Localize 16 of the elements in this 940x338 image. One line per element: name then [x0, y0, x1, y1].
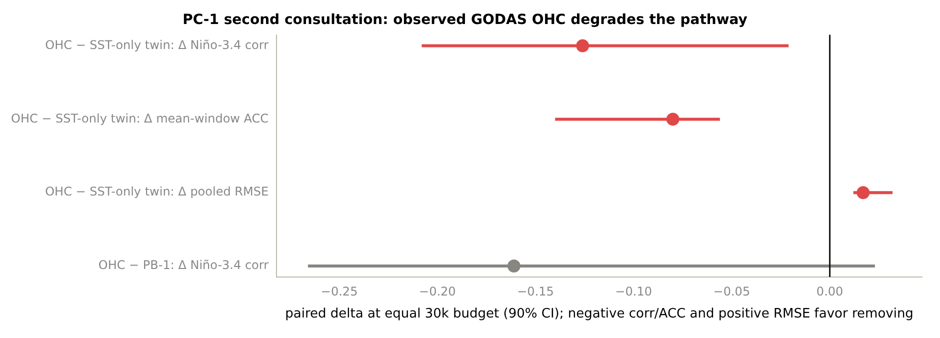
x-tick-label: −0.20 — [419, 284, 456, 298]
y-tick-label: OHC − PB-1: Δ Niño-3.4 corr — [98, 258, 269, 272]
x-tick-label: −0.05 — [713, 284, 750, 298]
x-tick-label: −0.15 — [517, 284, 554, 298]
point — [507, 259, 520, 272]
point — [666, 112, 680, 126]
chart-title: PC-1 second consultation: observed GODAS OHC degrades the pathway — [182, 12, 748, 28]
x-tick-label: −0.25 — [320, 284, 358, 298]
point — [576, 39, 590, 52]
x-axis-title: paired delta at equal 30k budget (90% CI); negative corr/ACC and positive RMSE favor removing — [285, 306, 914, 322]
y-tick-label: OHC − SST-only twin: Δ Niño-3.4 corr — [45, 38, 269, 52]
y-tick-label: OHC − SST-only twin: Δ pooled RMSE — [45, 184, 269, 199]
point — [856, 186, 870, 200]
x-tick-label: −0.10 — [615, 284, 652, 298]
x-tick-label: 0.00 — [816, 284, 844, 298]
y-tick-label: OHC − SST-only twin: Δ mean-window ACC — [10, 111, 269, 126]
